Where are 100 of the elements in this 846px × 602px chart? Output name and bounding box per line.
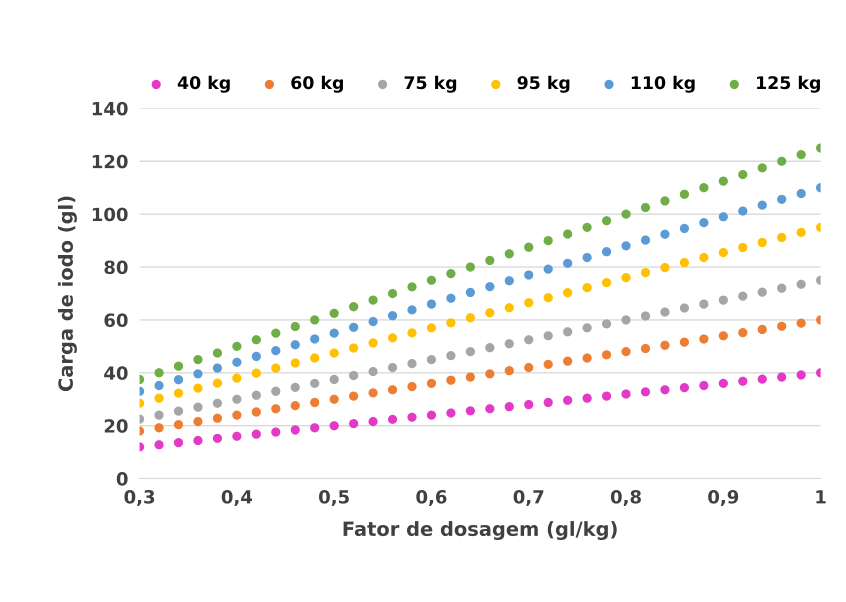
point	[504, 303, 514, 312]
point	[758, 374, 767, 384]
point	[426, 354, 436, 364]
point	[271, 328, 280, 338]
point	[621, 241, 631, 251]
point	[407, 305, 417, 315]
point	[602, 319, 612, 329]
point	[466, 262, 476, 272]
point	[544, 398, 553, 408]
point	[796, 370, 806, 380]
point	[640, 268, 650, 278]
point	[212, 348, 222, 358]
point	[407, 358, 417, 368]
point	[524, 270, 534, 280]
point	[212, 414, 222, 423]
legend-label: 95 kg	[518, 76, 570, 93]
point	[252, 368, 261, 378]
point	[699, 334, 709, 344]
point	[330, 328, 339, 338]
point	[680, 337, 690, 347]
point	[174, 420, 184, 430]
point	[426, 276, 436, 285]
x-tick-label: 0,7	[514, 490, 544, 506]
point	[640, 235, 650, 245]
point	[796, 150, 806, 160]
point	[660, 340, 670, 350]
point	[544, 360, 553, 369]
point	[407, 382, 417, 392]
point	[426, 323, 436, 332]
point	[758, 324, 767, 334]
point	[232, 432, 242, 441]
point	[388, 362, 398, 372]
point	[446, 350, 456, 360]
point	[738, 328, 748, 338]
point	[212, 434, 222, 444]
point	[758, 163, 767, 172]
point	[640, 202, 650, 212]
point	[485, 404, 494, 414]
point	[212, 378, 222, 388]
point	[680, 258, 690, 268]
point	[504, 276, 514, 286]
point	[348, 418, 358, 428]
point	[310, 423, 320, 432]
point	[621, 210, 631, 219]
point	[466, 288, 476, 298]
legend-label: 110 kg	[632, 76, 695, 93]
point	[330, 394, 339, 404]
point	[660, 262, 670, 272]
point	[563, 356, 572, 366]
point	[621, 315, 631, 325]
y-axis-title: Carga de iodo (gl)	[58, 196, 77, 392]
point	[602, 391, 612, 401]
y-tick-label: 40	[104, 366, 128, 380]
point	[193, 402, 203, 412]
point	[544, 264, 553, 274]
point	[718, 295, 728, 305]
point	[271, 404, 280, 414]
point	[504, 339, 514, 348]
point	[621, 347, 631, 356]
point	[524, 335, 534, 344]
point	[524, 362, 534, 372]
x-tick-label: 0,8	[610, 490, 641, 506]
point	[777, 322, 786, 331]
point	[252, 390, 261, 400]
x-tick-label: 1	[816, 490, 826, 504]
point	[544, 331, 553, 340]
point	[348, 343, 358, 353]
point	[660, 307, 670, 317]
point	[544, 236, 553, 246]
point	[154, 440, 164, 450]
point	[310, 334, 320, 344]
point	[271, 363, 280, 373]
point	[777, 194, 786, 204]
point	[796, 188, 806, 198]
point	[699, 252, 709, 262]
point	[310, 398, 320, 408]
point	[407, 282, 417, 292]
point	[758, 238, 767, 248]
point	[154, 410, 164, 420]
y-tick-label: 120	[92, 154, 128, 168]
point	[602, 247, 612, 256]
point	[680, 224, 690, 234]
point	[310, 378, 320, 388]
point	[602, 278, 612, 288]
point	[563, 258, 572, 268]
point	[232, 410, 242, 420]
point	[388, 311, 398, 320]
point	[348, 322, 358, 332]
y-tick-label: 20	[104, 419, 128, 433]
point	[271, 386, 280, 396]
point	[193, 384, 203, 393]
point	[718, 212, 728, 222]
point	[368, 316, 378, 326]
point	[485, 369, 494, 379]
point	[174, 388, 184, 398]
point	[174, 406, 184, 416]
point	[718, 331, 728, 340]
point	[699, 299, 709, 309]
point	[446, 376, 456, 385]
point	[174, 375, 184, 384]
